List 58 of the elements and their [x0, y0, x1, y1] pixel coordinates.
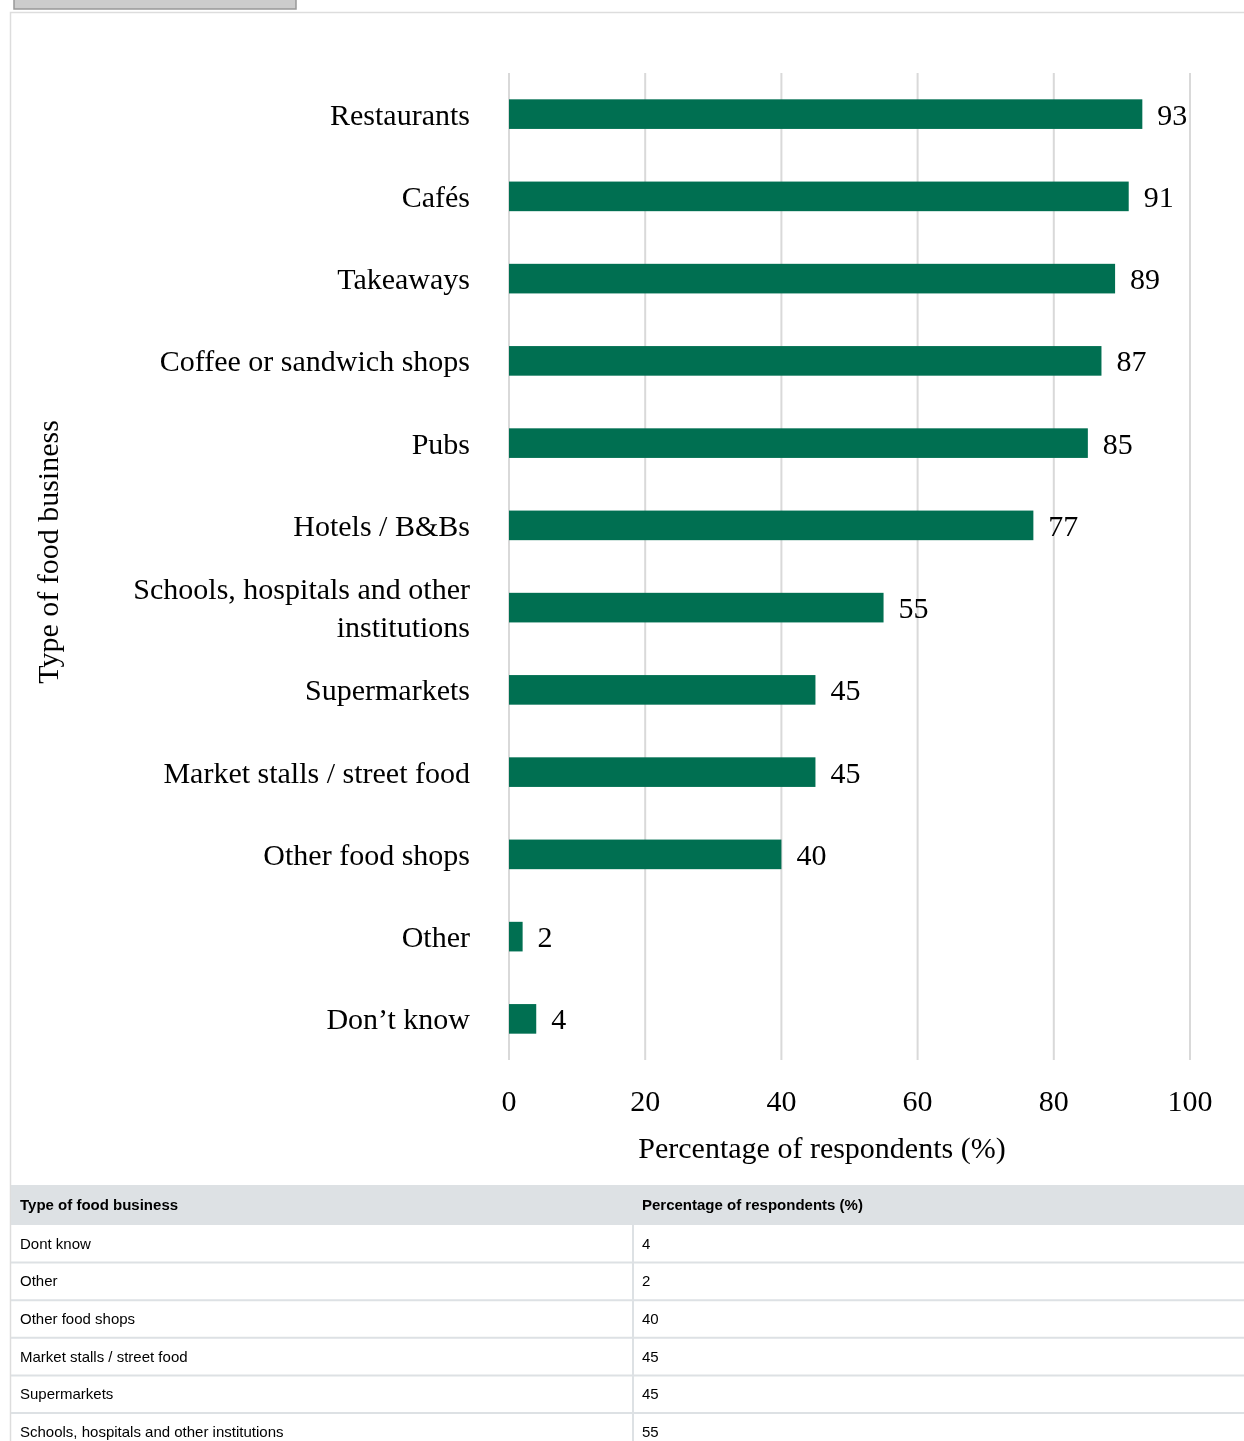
- text: Other: [20, 1272, 58, 1290]
- x-axis-title: Percentage of respondents (%): [638, 1130, 1006, 1165]
- y-tick-label: Market stalls / street food: [163, 755, 470, 789]
- y-axis-title: Type of food business: [30, 420, 64, 684]
- bar: [509, 1004, 537, 1034]
- x-tick-label: 80: [1038, 1083, 1069, 1117]
- text: Market stalls / street food: [20, 1347, 188, 1365]
- y-tick-label: Don’t know: [326, 1002, 471, 1036]
- y-tick-label: Takeaways: [337, 262, 470, 296]
- text: 45: [642, 1385, 659, 1403]
- y-tick-label: Coffee or sandwich shops: [159, 344, 470, 378]
- data-label: 4: [551, 1002, 567, 1036]
- bar: [509, 181, 1129, 212]
- bar: [509, 757, 816, 787]
- text: 55: [642, 1422, 659, 1440]
- x-tick-label: 20: [630, 1083, 661, 1117]
- bar: [509, 99, 1143, 129]
- bar: [509, 921, 523, 952]
- x-tick-label: 40: [766, 1083, 797, 1117]
- x-tick-label: 100: [1167, 1083, 1213, 1117]
- text: 2: [642, 1272, 651, 1290]
- text: Schools, hospitals and other institutions: [20, 1422, 284, 1440]
- y-tick-label: Restaurants: [330, 97, 470, 131]
- y-tick-label: Cafés: [401, 179, 470, 213]
- text: Supermarkets: [20, 1385, 114, 1403]
- y-tick-label: Other: [401, 920, 470, 954]
- text: 45: [642, 1347, 659, 1365]
- data-label: 77: [1048, 508, 1079, 542]
- data-label: 85: [1102, 426, 1133, 460]
- bar: [509, 428, 1088, 458]
- bar: [509, 510, 1034, 541]
- data-label: 45: [830, 673, 861, 707]
- text: Dont know: [20, 1234, 92, 1252]
- y-tick-label: Supermarkets: [305, 673, 470, 707]
- data-label: 45: [830, 755, 861, 789]
- data-label: 91: [1143, 179, 1174, 213]
- y-tick-label: Pubs: [411, 426, 470, 460]
- bar: [509, 592, 884, 623]
- x-tick-label: 60: [902, 1083, 933, 1117]
- text: Other food shops: [20, 1309, 136, 1327]
- bar: [509, 675, 816, 705]
- text: Percentage of respondents (%): [642, 1196, 863, 1214]
- data-label: 89: [1130, 262, 1161, 296]
- y-tick-label: Hotels / B&Bs: [293, 508, 470, 542]
- bar: [509, 839, 782, 870]
- text: Type of food business: [20, 1196, 179, 1214]
- data-label: 2: [537, 920, 553, 954]
- bar: [509, 346, 1102, 376]
- text: 4: [642, 1234, 651, 1252]
- text: 40: [642, 1309, 659, 1327]
- x-tick-label: 0: [501, 1083, 517, 1117]
- y-tick-label: Schools, hospitals and other institutions: [133, 572, 470, 644]
- data-label: 87: [1116, 344, 1147, 378]
- data-label: 55: [898, 591, 929, 625]
- y-tick-label: Other food shops: [263, 837, 470, 871]
- bar: [509, 263, 1116, 294]
- data-label: 93: [1157, 97, 1188, 131]
- data-label: 40: [796, 837, 827, 871]
